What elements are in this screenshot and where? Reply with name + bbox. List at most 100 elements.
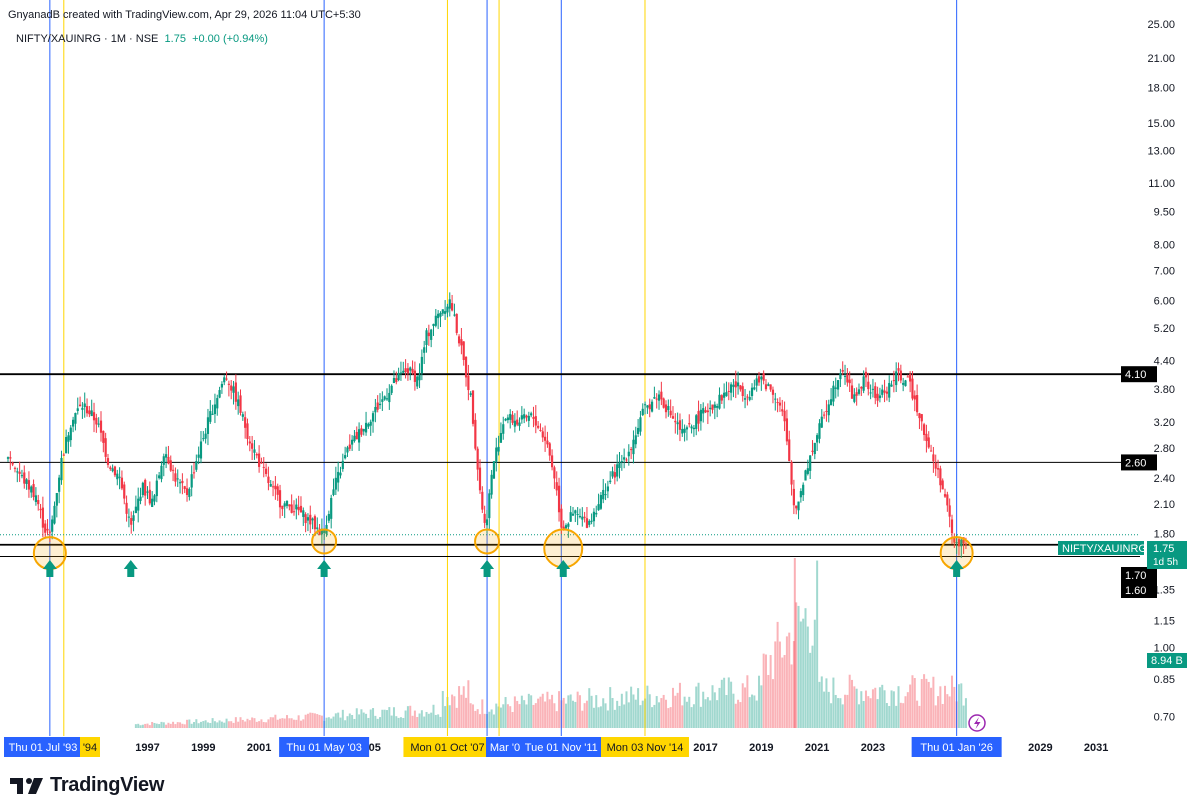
candle-body	[578, 515, 582, 518]
volume-bar	[813, 619, 816, 728]
price-axis-label: 9.50	[1154, 206, 1175, 218]
candle-body	[611, 471, 614, 477]
price-axis-label: 4.40	[1154, 356, 1175, 368]
volume-bar	[404, 710, 407, 728]
price-axis-label: 13.00	[1147, 146, 1175, 158]
candle-body	[178, 482, 182, 484]
volume-bar	[399, 717, 402, 728]
candle-body	[44, 523, 47, 533]
candle-body	[953, 536, 956, 543]
volume-bar	[381, 709, 384, 728]
up-arrow-icon	[123, 560, 138, 577]
tradingview-logo-icon	[10, 777, 43, 794]
volume-bar	[683, 696, 686, 728]
lightning-icon[interactable]	[968, 714, 986, 732]
candle-body	[871, 388, 875, 390]
candle-body	[155, 480, 158, 497]
candle-body	[434, 315, 437, 326]
volume-bar	[472, 704, 475, 728]
volume-bar	[839, 698, 842, 728]
volume-bar	[883, 690, 886, 728]
price-axis[interactable]: 25.00 21.00 18.00 15.00 13.00 11.00 9.50 8.00 7.…	[1147, 19, 1175, 724]
volume-bar	[248, 720, 251, 728]
candle-body	[695, 415, 698, 429]
candle-body	[681, 428, 684, 434]
volume-bar	[176, 722, 179, 728]
tradingview-logo[interactable]: TradingView	[10, 774, 164, 797]
volume-bar	[332, 716, 335, 728]
candle-body	[476, 448, 479, 470]
price-axis-label: 0.85	[1154, 674, 1175, 686]
volume-bar	[502, 704, 505, 728]
candle-body	[90, 410, 93, 417]
candle-body	[888, 383, 891, 398]
candle-body	[51, 519, 54, 532]
candle-body	[127, 516, 131, 518]
volume-bar	[392, 707, 395, 728]
volume-bar	[753, 695, 756, 728]
volume-bar	[144, 723, 147, 728]
candle-body	[116, 473, 119, 480]
candle-body	[195, 461, 198, 470]
volume-bar	[555, 711, 558, 728]
candle-body	[783, 410, 786, 422]
candle-body	[323, 530, 326, 533]
candle-body	[318, 528, 321, 536]
volume-bar	[916, 700, 919, 728]
volume-bar	[511, 712, 514, 728]
candle-body	[462, 341, 465, 360]
volume-bar	[546, 691, 549, 728]
volume-tag: 8.94 B	[1151, 655, 1183, 667]
candle-body	[562, 526, 565, 530]
candle-body	[637, 427, 640, 434]
candle-body	[653, 397, 656, 399]
candle-body	[648, 404, 651, 410]
volume-bar	[204, 720, 207, 728]
candle-body	[32, 484, 35, 498]
candle-body	[943, 494, 947, 497]
candle-body	[769, 384, 772, 390]
volume-bar	[527, 693, 530, 728]
candle-body	[899, 370, 902, 381]
volume-bar	[725, 695, 728, 728]
candle-body	[564, 525, 568, 529]
symbol-legend[interactable]: NIFTY/XAUINRG · 1M · NSE 1.75 +0.00 (+0.…	[16, 33, 268, 45]
candle-body	[809, 455, 812, 471]
candle-body	[416, 376, 419, 387]
candle-body	[571, 513, 575, 516]
candle-body	[448, 299, 451, 309]
volume-bar	[337, 712, 340, 728]
price-tag: 1.75	[1153, 543, 1174, 555]
candle-body	[604, 494, 607, 496]
time-marker-label: Thu 01 Jul '93	[9, 742, 78, 754]
volume-bar	[941, 703, 944, 728]
candle-body	[72, 419, 75, 427]
volume-bar	[506, 704, 509, 728]
volume-bar	[334, 713, 337, 728]
time-axis-label: 1999	[191, 742, 215, 754]
time-axis[interactable]: 199719992001'05'020172019202120232029203…	[135, 742, 1108, 754]
candle-body	[425, 330, 428, 345]
volume-bar	[139, 725, 142, 728]
volume-bar	[913, 678, 916, 728]
volume-bar	[874, 687, 877, 728]
volume-bar	[923, 674, 926, 728]
level-label: 2.60	[1125, 457, 1146, 469]
volume-bar	[816, 560, 819, 728]
candle-body	[732, 384, 735, 387]
volume-bar	[353, 718, 356, 728]
volume-bar	[688, 696, 691, 728]
volume-bar	[767, 674, 770, 728]
candle-body	[934, 462, 937, 469]
volume-bar	[895, 705, 898, 728]
candle-body	[771, 389, 775, 395]
volume-bar	[246, 718, 249, 728]
support-circle	[474, 528, 501, 555]
level-label-bg	[1121, 567, 1157, 583]
volume-bar	[760, 685, 763, 728]
volume-bar	[706, 697, 709, 728]
candle-body	[471, 390, 475, 424]
candle-body	[913, 395, 916, 400]
volume-bar	[595, 695, 598, 728]
